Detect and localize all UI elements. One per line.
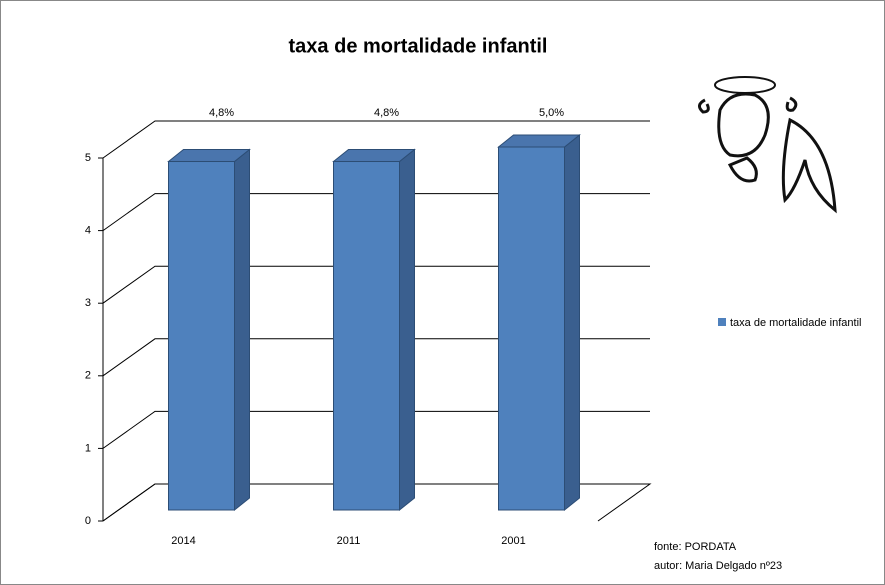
bar-side	[234, 148, 250, 512]
annotation: autor: Maria Delgado nº23	[654, 560, 782, 572]
y-tick-label: 2	[85, 370, 91, 382]
grid-line	[102, 193, 650, 232]
value-label: 4,8%	[209, 107, 234, 119]
value-label: 4,8%	[374, 107, 399, 119]
legend-label: taxa de mortalidade infantil	[730, 317, 861, 329]
grid-line	[102, 338, 650, 377]
grid-line	[102, 483, 650, 522]
bar-side	[399, 148, 415, 512]
value-label: 5,0%	[539, 107, 564, 119]
x-tick-label: 2001	[501, 535, 525, 547]
bar-top	[497, 134, 581, 148]
grid-line	[102, 265, 650, 304]
bar	[498, 146, 565, 511]
y-tick-label: 1	[85, 442, 91, 454]
chart-title: taxa de mortalidade infantil	[289, 35, 548, 57]
grid-line	[102, 120, 650, 159]
grid-line	[102, 410, 650, 449]
bar-side	[564, 133, 580, 512]
bar-top	[167, 149, 251, 163]
bar	[168, 161, 235, 511]
y-tick-label: 4	[85, 225, 91, 237]
bar-top	[332, 149, 416, 163]
x-tick-label: 2011	[337, 535, 361, 547]
legend-swatch	[718, 318, 726, 326]
y-tick-label: 0	[85, 515, 91, 527]
y-tick-label: 5	[85, 152, 91, 164]
bar	[333, 161, 400, 511]
x-tick-label: 2014	[171, 535, 195, 547]
angel-illustration	[698, 76, 837, 214]
annotation: fonte: PORDATA	[654, 541, 737, 553]
y-tick-label: 3	[85, 297, 91, 309]
